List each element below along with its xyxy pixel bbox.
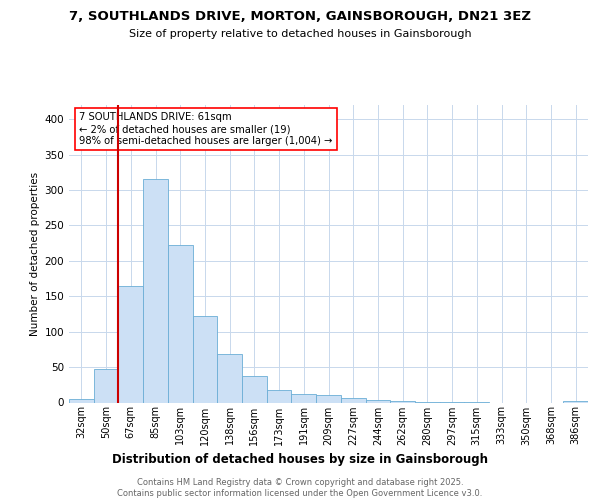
Bar bbox=[365, 400, 390, 402]
Bar bbox=[69, 399, 94, 402]
Bar bbox=[94, 368, 118, 402]
Bar bbox=[316, 396, 341, 402]
Bar bbox=[390, 401, 415, 402]
Text: 7, SOUTHLANDS DRIVE, MORTON, GAINSBOROUGH, DN21 3EZ: 7, SOUTHLANDS DRIVE, MORTON, GAINSBOROUG… bbox=[69, 10, 531, 23]
Text: Distribution of detached houses by size in Gainsborough: Distribution of detached houses by size … bbox=[112, 452, 488, 466]
Bar bbox=[217, 354, 242, 403]
Bar bbox=[118, 286, 143, 403]
Bar bbox=[193, 316, 217, 402]
Bar bbox=[242, 376, 267, 402]
Bar bbox=[168, 245, 193, 402]
Text: Contains HM Land Registry data © Crown copyright and database right 2025.
Contai: Contains HM Land Registry data © Crown c… bbox=[118, 478, 482, 498]
Bar bbox=[292, 394, 316, 402]
Bar bbox=[143, 180, 168, 402]
Bar bbox=[267, 390, 292, 402]
Bar bbox=[563, 401, 588, 402]
Bar bbox=[341, 398, 365, 402]
Text: Size of property relative to detached houses in Gainsborough: Size of property relative to detached ho… bbox=[128, 29, 472, 39]
Y-axis label: Number of detached properties: Number of detached properties bbox=[30, 172, 40, 336]
Text: 7 SOUTHLANDS DRIVE: 61sqm
← 2% of detached houses are smaller (19)
98% of semi-d: 7 SOUTHLANDS DRIVE: 61sqm ← 2% of detach… bbox=[79, 112, 333, 146]
